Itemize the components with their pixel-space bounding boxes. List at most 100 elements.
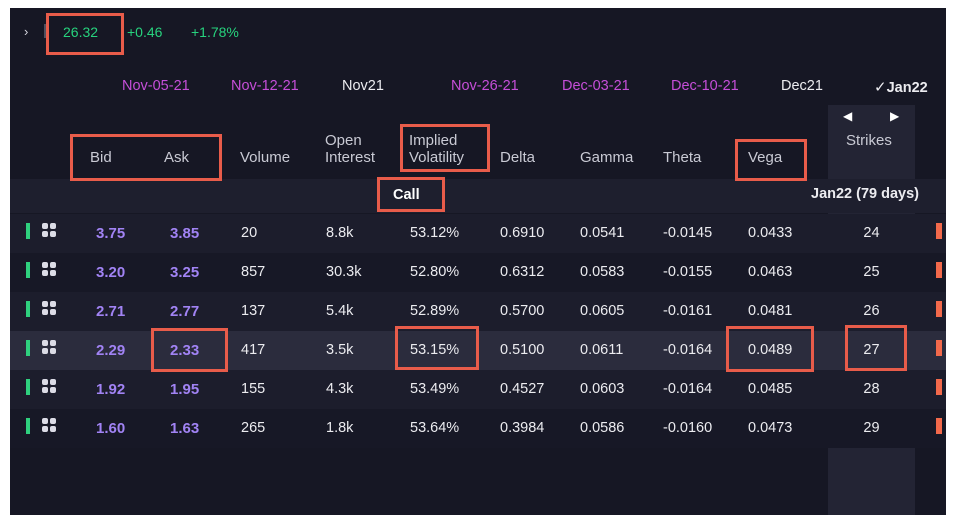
header-ask[interactable]: Ask <box>164 149 190 166</box>
in-the-money-marker <box>26 379 30 395</box>
ask-cell[interactable]: 2.33 <box>170 342 200 359</box>
gamma-cell: 0.0586 <box>580 420 625 436</box>
vega-cell: 0.0481 <box>748 303 793 319</box>
volume-cell: 857 <box>241 264 266 280</box>
delta-cell: 0.6910 <box>500 225 545 241</box>
expiry-tab-label: Jan22 <box>886 80 928 96</box>
grid-menu-icon[interactable] <box>42 379 57 394</box>
bid-cell[interactable]: 1.60 <box>96 420 126 437</box>
highlight-box-vega-header <box>735 139 807 181</box>
bid-cell[interactable]: 3.20 <box>96 264 126 281</box>
header-bid[interactable]: Bid <box>90 149 112 166</box>
iv-cell: 53.15% <box>410 342 460 358</box>
in-the-money-marker <box>26 418 30 434</box>
open-interest-cell: 8.8k <box>326 225 354 241</box>
scroll-right-arrow-icon[interactable]: ▶ <box>890 109 900 123</box>
put-marker <box>936 379 942 395</box>
header-vega[interactable]: Vega <box>748 149 783 166</box>
put-marker <box>936 340 942 356</box>
bid-cell[interactable]: 2.71 <box>96 303 126 320</box>
iv-cell: 53.64% <box>410 420 460 436</box>
open-interest-cell: 1.8k <box>326 420 354 436</box>
put-marker <box>936 418 942 434</box>
checkmark-icon: ✓ <box>874 79 887 96</box>
table-row[interactable]: 1.60 1.63 265 1.8k 53.64% 0.3984 0.0586 … <box>10 409 946 448</box>
delta-cell: 0.3984 <box>500 420 545 436</box>
grid-menu-icon[interactable] <box>42 262 57 277</box>
grid-menu-icon[interactable] <box>42 301 57 316</box>
table-row[interactable]: 1.92 1.95 155 4.3k 53.49% 0.4527 0.0603 … <box>10 370 946 409</box>
put-marker <box>936 301 942 317</box>
price-change: +0.46 <box>127 24 163 40</box>
in-the-money-marker <box>26 223 30 239</box>
in-the-money-marker <box>26 262 30 278</box>
price-change-percent: +1.78% <box>191 24 239 40</box>
highlight-box-iv-cell <box>395 326 479 370</box>
put-marker <box>936 262 942 278</box>
iv-cell: 53.12% <box>410 225 460 241</box>
expiry-tab[interactable]: Dec-10-21 <box>671 78 739 94</box>
vega-cell: 0.0485 <box>748 381 793 397</box>
highlight-box-ask-cell <box>151 328 228 372</box>
expiry-tab-active[interactable]: ✓Jan22 <box>874 78 928 96</box>
grid-menu-icon[interactable] <box>42 340 57 355</box>
highlight-box-vega-cell <box>726 326 814 372</box>
vega-cell: 0.0489 <box>748 342 793 358</box>
ask-cell[interactable]: 1.63 <box>170 420 200 437</box>
grid-menu-icon[interactable] <box>42 418 57 433</box>
delta-cell: 0.5100 <box>500 342 545 358</box>
strike-cell: 28 <box>863 381 880 397</box>
delta-cell: 0.4527 <box>500 381 545 397</box>
theta-cell: -0.0145 <box>663 225 713 241</box>
header-gamma[interactable]: Gamma <box>580 149 634 166</box>
table-row[interactable]: 3.75 3.85 20 8.8k 53.12% 0.6910 0.0541 -… <box>10 214 946 253</box>
theta-cell: -0.0161 <box>663 303 713 319</box>
bid-cell[interactable]: 1.92 <box>96 381 126 398</box>
header-theta[interactable]: Theta <box>663 149 702 166</box>
theta-cell: -0.0164 <box>663 381 713 397</box>
header-volume[interactable]: Volume <box>240 149 291 166</box>
vega-cell: 0.0433 <box>748 225 793 241</box>
table-row[interactable]: 2.71 2.77 137 5.4k 52.89% 0.5700 0.0605 … <box>10 292 946 331</box>
volume-cell: 137 <box>241 303 266 319</box>
expiry-tab[interactable]: Nov-26-21 <box>451 78 519 94</box>
grid-menu-icon[interactable] <box>42 223 57 238</box>
header-iv-line2: Volatility <box>409 149 465 166</box>
strike-cell: 24 <box>863 225 880 241</box>
expiry-tab[interactable]: Nov-05-21 <box>122 78 190 94</box>
ask-cell[interactable]: 2.77 <box>170 303 200 320</box>
bid-cell[interactable]: 2.29 <box>96 342 126 359</box>
in-the-money-marker <box>26 301 30 317</box>
header-open-interest-line2: Interest <box>325 149 376 166</box>
delta-cell: 0.5700 <box>500 303 545 319</box>
table-row[interactable]: 3.20 3.25 857 30.3k 52.80% 0.6312 0.0583… <box>10 253 946 292</box>
highlight-box-price <box>46 13 124 55</box>
ask-cell[interactable]: 3.85 <box>170 225 200 242</box>
ask-cell[interactable]: 1.95 <box>170 381 200 398</box>
expiry-tab[interactable]: Dec-03-21 <box>562 78 630 94</box>
bid-cell[interactable]: 3.75 <box>96 225 126 242</box>
header-delta[interactable]: Delta <box>500 149 536 166</box>
gamma-cell: 0.0541 <box>580 225 625 241</box>
ask-cell[interactable]: 3.25 <box>170 264 200 281</box>
expiry-days-label: Jan22 (79 days) <box>811 186 920 202</box>
call-section-bar <box>10 179 946 213</box>
expiry-tab[interactable]: Nov-12-21 <box>231 78 299 94</box>
highlight-box-bid-ask <box>70 134 222 181</box>
expand-chevron-icon[interactable]: › <box>24 24 29 39</box>
iv-cell: 52.89% <box>410 303 460 319</box>
scroll-left-arrow-icon[interactable]: ◀ <box>843 109 853 123</box>
header-implied-volatility[interactable]: Implied Volatility <box>409 132 464 166</box>
volume-cell: 265 <box>241 420 266 436</box>
strike-cell: 27 <box>863 342 880 358</box>
expiry-tab[interactable]: Nov21 <box>342 78 384 94</box>
header-open-interest[interactable]: Open Interest <box>325 132 375 166</box>
gamma-cell: 0.0611 <box>580 342 624 358</box>
volume-cell: 20 <box>241 225 258 241</box>
gamma-cell: 0.0605 <box>580 303 625 319</box>
header-strikes: Strikes <box>846 132 892 149</box>
put-marker <box>936 223 942 239</box>
open-interest-cell: 30.3k <box>326 264 362 280</box>
in-the-money-marker <box>26 340 30 356</box>
expiry-tab[interactable]: Dec21 <box>781 78 823 94</box>
